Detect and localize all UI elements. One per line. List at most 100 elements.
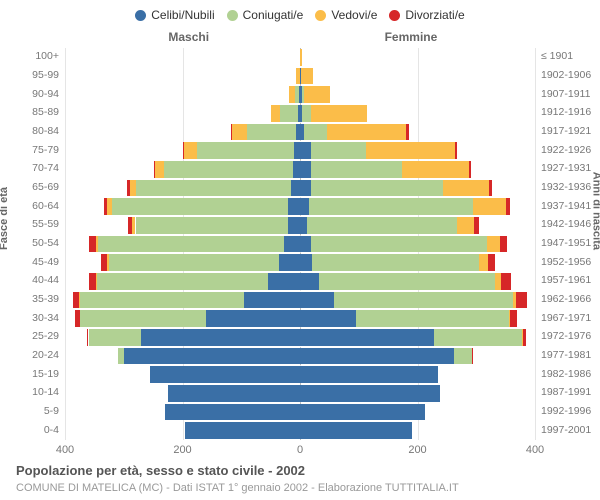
x-tick: 200	[173, 444, 191, 456]
pyramid-row	[65, 141, 535, 160]
bar-segment-male	[87, 329, 89, 346]
pyramid-row	[65, 253, 535, 272]
age-label: 40-44	[0, 274, 59, 286]
birth-label: 1932-1936	[541, 181, 591, 193]
bar-segment-female	[454, 348, 472, 365]
bar-segment-female	[489, 180, 492, 197]
bar-segment-female	[311, 105, 367, 122]
x-tick: 400	[56, 444, 74, 456]
bar-segment-male	[141, 329, 300, 346]
bar-segment-female	[300, 348, 454, 365]
bar-segment-male	[184, 142, 197, 159]
bar-segment-female	[474, 217, 479, 234]
bar-segment-female	[311, 161, 402, 178]
pyramid-row	[65, 197, 535, 216]
age-label: 30-34	[0, 312, 59, 324]
bar-segment-male	[89, 273, 97, 290]
bar-segment-male	[79, 292, 80, 309]
bar-segment-male	[168, 385, 300, 402]
bar-segment-female	[487, 236, 500, 253]
bar-segment-male	[150, 366, 300, 383]
bar-segment-female	[356, 310, 509, 327]
bar-segment-male	[136, 180, 292, 197]
bar-segment-female	[300, 254, 312, 271]
legend-label: Celibi/Nubili	[151, 8, 214, 22]
population-pyramid	[65, 48, 535, 440]
age-label: 85-89	[0, 106, 59, 118]
bar-segment-male	[247, 124, 297, 141]
legend-swatch	[389, 10, 400, 21]
age-label: 55-59	[0, 218, 59, 230]
birth-label: 1967-1971	[541, 312, 591, 324]
pyramid-row	[65, 67, 535, 86]
bar-segment-female	[300, 180, 311, 197]
age-label: 10-14	[0, 386, 59, 398]
bar-segment-male	[75, 310, 80, 327]
pyramid-row	[65, 179, 535, 198]
bar-segment-female	[366, 142, 454, 159]
bar-segment-female	[506, 198, 511, 215]
birth-label: 1972-1976	[541, 330, 591, 342]
grid-line	[535, 48, 536, 440]
pyramid-row	[65, 384, 535, 403]
bar-segment-female	[300, 366, 438, 383]
bar-segment-male	[231, 124, 232, 141]
birth-label: 1982-1986	[541, 368, 591, 380]
bar-segment-female	[479, 254, 488, 271]
birth-label: 1902-1906	[541, 69, 591, 81]
age-label: 65-69	[0, 181, 59, 193]
legend: Celibi/NubiliConiugati/eVedovi/eDivorzia…	[0, 8, 600, 24]
bar-segment-female	[300, 422, 412, 439]
bar-segment-female	[304, 124, 328, 141]
pyramid-row	[65, 123, 535, 142]
birth-label: 1927-1931	[541, 162, 591, 174]
pyramid-row	[65, 291, 535, 310]
bar-segment-female	[510, 310, 517, 327]
pyramid-row	[65, 421, 535, 440]
bar-segment-male	[89, 329, 142, 346]
bar-segment-female	[406, 124, 408, 141]
bar-segment-male	[197, 142, 294, 159]
legend-item: Celibi/Nubili	[135, 8, 214, 22]
bar-segment-male	[271, 105, 280, 122]
bar-segment-male	[288, 198, 300, 215]
axis-title-right: Anni di nascita	[590, 172, 600, 250]
legend-swatch	[135, 10, 146, 21]
bar-segment-female	[304, 86, 330, 103]
bar-segment-female	[301, 68, 313, 85]
age-label: 25-29	[0, 330, 59, 342]
age-label: 60-64	[0, 200, 59, 212]
bar-segment-female	[300, 161, 311, 178]
bar-segment-female	[300, 404, 425, 421]
bar-segment-male	[288, 217, 300, 234]
bar-segment-male	[127, 180, 129, 197]
bar-segment-female	[402, 161, 470, 178]
age-label: 70-74	[0, 162, 59, 174]
pyramid-row	[65, 160, 535, 179]
legend-label: Divorziati/e	[405, 8, 464, 22]
bar-segment-male	[73, 292, 79, 309]
birth-label: 1947-1951	[541, 237, 591, 249]
bar-segment-female	[469, 161, 471, 178]
pyramid-row	[65, 104, 535, 123]
bar-segment-male	[206, 310, 300, 327]
legend-label: Vedovi/e	[331, 8, 377, 22]
birth-label: 1922-1926	[541, 144, 591, 156]
age-label: 95-99	[0, 69, 59, 81]
bar-segment-male	[107, 198, 112, 215]
bar-segment-male	[183, 142, 184, 159]
legend-swatch	[227, 10, 238, 21]
chart-title: Popolazione per età, sesso e stato civil…	[16, 463, 305, 478]
bar-segment-female	[457, 217, 475, 234]
bar-segment-male	[109, 254, 279, 271]
legend-item: Divorziati/e	[389, 8, 464, 22]
bar-segment-female	[334, 292, 513, 309]
x-tick: 200	[408, 444, 426, 456]
bar-segment-female	[300, 49, 302, 66]
bar-segment-male	[232, 124, 247, 141]
bar-segment-male	[154, 161, 155, 178]
pyramid-row	[65, 235, 535, 254]
bar-segment-female	[311, 180, 443, 197]
bar-segment-female	[302, 105, 311, 122]
bar-segment-male	[293, 161, 300, 178]
